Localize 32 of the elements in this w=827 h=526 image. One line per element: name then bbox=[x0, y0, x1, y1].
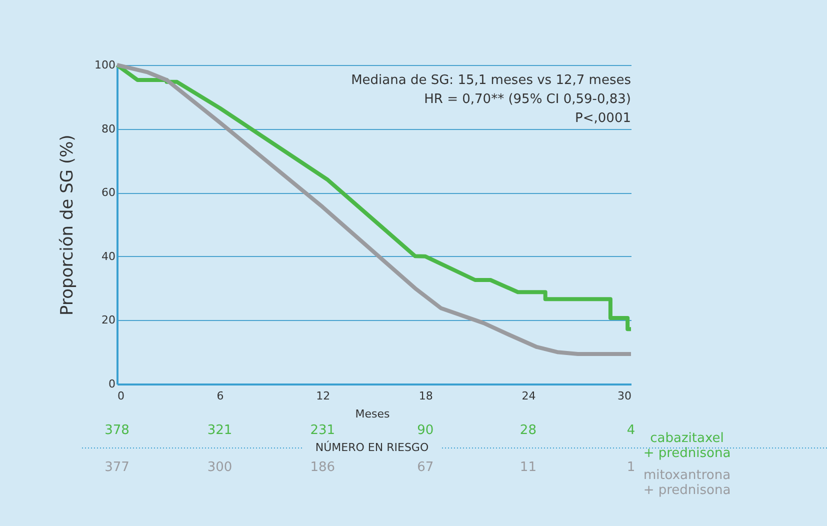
text: cabazitaxel + prednisona bbox=[643, 431, 731, 461]
text: 231 bbox=[310, 423, 336, 438]
text: 321 bbox=[207, 423, 232, 438]
text: NÚMERO EN RIESGO bbox=[315, 440, 429, 454]
y-tick-label: 40 bbox=[102, 250, 116, 263]
y-tick-label: 60 bbox=[102, 186, 116, 200]
y-tick-label: 20 bbox=[102, 314, 116, 327]
y-tick-label: 80 bbox=[102, 122, 116, 136]
y-tick-label: 0 bbox=[108, 378, 116, 390]
y-tick-label: 100 bbox=[94, 58, 116, 72]
annotation: Mediana de SG: 15,1 meses vs 12,7 meses bbox=[351, 73, 632, 88]
annotation: HR = 0,70** (95% CI 0,59-0,83) bbox=[424, 92, 631, 107]
text: 28 bbox=[520, 423, 536, 438]
x-tick-label: 18 bbox=[418, 390, 433, 402]
y-axis-title: Proporción de SG (%) bbox=[58, 134, 78, 316]
text: 377 bbox=[104, 460, 130, 475]
text: 186 bbox=[310, 460, 336, 475]
x-tick-label: 30 bbox=[618, 390, 632, 402]
annotation: P<,0001 bbox=[575, 111, 631, 126]
x-tick-label: 6 bbox=[216, 390, 224, 402]
x-axis-title: Meses bbox=[355, 408, 390, 420]
x-tick-label: 12 bbox=[316, 390, 330, 402]
x-tick-label: 0 bbox=[118, 390, 124, 402]
text: 11 bbox=[520, 460, 536, 475]
text: 378 bbox=[104, 423, 130, 438]
text: mitoxantrona + prednisona bbox=[643, 468, 731, 498]
text: 300 bbox=[207, 460, 232, 475]
text: 4 bbox=[626, 423, 636, 438]
text: 67 bbox=[417, 460, 434, 475]
text: 90 bbox=[417, 423, 434, 438]
x-tick-label: 24 bbox=[522, 390, 536, 402]
text: 1 bbox=[626, 460, 636, 475]
